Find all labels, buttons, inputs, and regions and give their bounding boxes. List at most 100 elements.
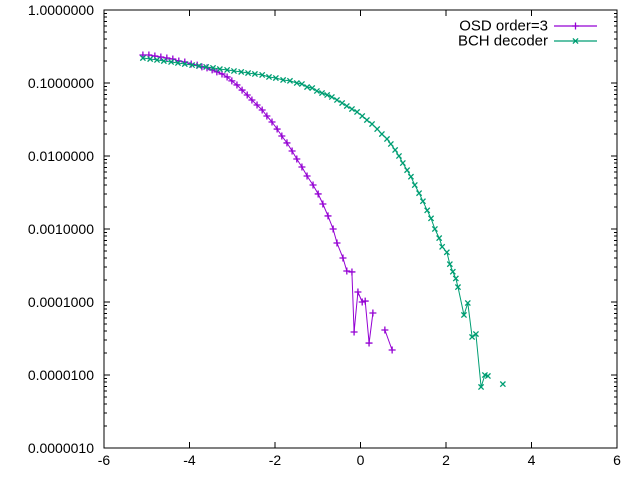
data-point-osd xyxy=(273,125,281,133)
data-point-bch xyxy=(265,73,273,81)
data-point-bch xyxy=(395,152,403,160)
data-point-bch xyxy=(439,243,446,250)
y-axis-tick-label: 0.0100000 xyxy=(28,148,94,164)
legend-label-bch: BCH decoder xyxy=(458,33,548,50)
data-point-osd xyxy=(319,200,327,208)
data-point-bch xyxy=(153,56,161,63)
data-point-bch xyxy=(333,96,341,104)
data-point-osd xyxy=(169,55,177,63)
data-point-bch xyxy=(411,181,418,189)
data-point-osd xyxy=(253,101,261,109)
data-point-osd xyxy=(157,53,165,61)
data-point-bch xyxy=(304,83,311,91)
data-point-bch xyxy=(245,69,252,77)
data-point-bch xyxy=(259,71,266,78)
data-point-bch xyxy=(280,76,287,84)
data-point-bch xyxy=(363,116,370,124)
data-point-osd xyxy=(350,328,358,336)
data-point-osd xyxy=(354,288,362,296)
data-point-bch xyxy=(238,68,245,75)
data-point-bch xyxy=(399,160,406,167)
data-point-bch xyxy=(203,63,210,70)
series-line-osd xyxy=(384,329,393,351)
data-point-bch xyxy=(147,55,154,63)
data-point-bch xyxy=(368,120,376,128)
data-point-osd xyxy=(361,297,369,305)
data-point-bch xyxy=(477,383,485,391)
data-point-osd xyxy=(365,339,373,347)
data-point-bch xyxy=(472,330,479,338)
data-point-bch xyxy=(209,64,217,71)
data-point-bch xyxy=(298,80,305,88)
data-point-bch xyxy=(464,299,471,307)
legend-label-osd: OSD order=3 xyxy=(459,18,548,35)
data-point-osd xyxy=(329,225,337,233)
y-axis-tick-label: 0.0001000 xyxy=(28,294,94,310)
data-point-bch xyxy=(216,66,223,73)
data-point-bch xyxy=(348,105,356,113)
data-point-osd xyxy=(343,267,351,275)
data-point-osd xyxy=(369,309,377,317)
data-point-bch xyxy=(378,130,385,138)
x-axis-tick-label: 6 xyxy=(613,452,621,468)
plot-border xyxy=(103,9,618,449)
data-point-bch xyxy=(324,91,331,99)
data-point-bch xyxy=(160,57,167,65)
legend-sample-marker-bch xyxy=(572,37,579,45)
data-point-bch xyxy=(174,59,182,67)
data-point-osd xyxy=(333,239,341,247)
data-point-bch xyxy=(460,311,468,319)
data-point-osd xyxy=(233,81,241,89)
data-point-bch xyxy=(318,89,326,97)
data-point-osd xyxy=(298,163,306,171)
x-axis-tick-label: 4 xyxy=(528,452,536,468)
series-line-bch xyxy=(142,57,489,388)
data-point-bch xyxy=(189,62,196,69)
y-axis-tick-label: 0.0000010 xyxy=(28,440,94,456)
data-point-osd xyxy=(163,54,171,62)
data-point-osd xyxy=(223,73,231,81)
y-axis-tick-label: 0.0000100 xyxy=(28,367,94,383)
data-point-bch xyxy=(443,249,450,256)
data-point-bch-isolated xyxy=(499,381,506,388)
data-point-osd xyxy=(288,147,296,155)
data-point-bch xyxy=(272,74,279,82)
data-point-bch xyxy=(383,135,391,143)
data-point-osd xyxy=(268,118,276,126)
data-point-osd xyxy=(324,212,332,220)
data-point-bch xyxy=(431,225,438,233)
data-point-osd xyxy=(263,112,271,120)
data-point-bch xyxy=(452,275,459,282)
data-point-bch xyxy=(195,62,202,70)
data-point-osd xyxy=(278,132,286,140)
legend-sample-marker-osd xyxy=(572,22,579,30)
x-axis-tick-label: -4 xyxy=(183,452,196,468)
data-point-bch xyxy=(407,173,415,180)
data-point-bch xyxy=(404,167,411,174)
data-point-bch xyxy=(436,235,443,242)
data-point-bch xyxy=(328,93,335,101)
data-point-bch xyxy=(419,198,426,205)
data-point-bch xyxy=(446,261,453,268)
data-point-bch xyxy=(339,99,346,107)
data-point-bch xyxy=(139,54,146,62)
x-axis-tick-label: 2 xyxy=(442,452,450,468)
data-point-osd xyxy=(283,139,291,147)
x-axis-tick-label: -6 xyxy=(98,452,111,468)
data-point-bch xyxy=(181,60,188,68)
data-point-bch xyxy=(484,372,491,380)
data-point-bch xyxy=(309,84,316,92)
x-axis-tick-label: 0 xyxy=(357,452,365,468)
data-point-osd xyxy=(348,268,356,276)
data-point-osd xyxy=(358,298,366,306)
data-point-bch xyxy=(387,140,394,148)
y-axis-tick-label: 0.1000000 xyxy=(28,75,94,91)
data-point-osd xyxy=(213,68,221,76)
data-point-bch xyxy=(416,190,423,197)
data-point-bch xyxy=(374,125,381,133)
data-point-bch xyxy=(449,268,456,275)
data-point-bch xyxy=(392,146,399,154)
data-point-bch xyxy=(469,333,476,341)
